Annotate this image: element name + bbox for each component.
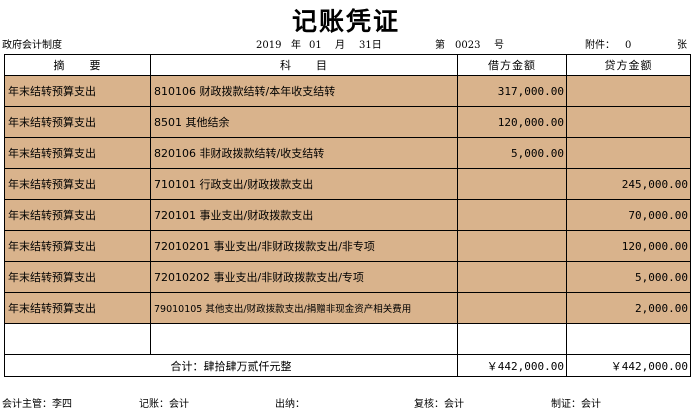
summary-cell-empty[interactable] (4, 323, 151, 355)
voucher-year-unit: 年 (291, 40, 301, 51)
summary-column-header: 摘 要 (4, 54, 151, 76)
credit-cell[interactable] (566, 137, 691, 169)
voucher-day: 31日 (359, 40, 382, 51)
debit-cell[interactable]: 5,000.00 (457, 137, 567, 169)
credit-cell-empty[interactable] (566, 323, 691, 355)
subject-column-header: 科 目 (150, 54, 458, 76)
voucher-month-unit: 月 (335, 40, 345, 51)
credit-cell[interactable]: 245,000.00 (566, 168, 691, 200)
subject-cell-empty[interactable] (150, 323, 458, 355)
voucher-month: 01 (309, 40, 322, 51)
attachment-count: 0 (625, 40, 632, 51)
credit-column-header: 贷方金额 (566, 54, 691, 76)
subject-cell[interactable]: 79010105 其他支出/财政拨款支出/捐赠非现金资产相关费用 (150, 292, 458, 324)
summary-cell[interactable]: 年末结转预算支出 (4, 292, 151, 324)
voucher-number: 0023 (455, 40, 481, 51)
debit-cell[interactable] (457, 199, 567, 231)
subject-cell[interactable]: 820106 非财政拨款结转/收支结转 (150, 137, 458, 169)
debit-column-header: 借方金额 (457, 54, 567, 76)
summary-cell[interactable]: 年末结转预算支出 (4, 261, 151, 293)
debit-cell-empty[interactable] (457, 323, 567, 355)
debit-cell[interactable] (457, 261, 567, 293)
subject-cell[interactable]: 72010201 事业支出/非财政拨款支出/非专项 (150, 230, 458, 262)
table-row-empty (4, 323, 691, 355)
reviewer-signature: 复核：会计 (414, 399, 464, 410)
credit-cell[interactable]: 5,000.00 (566, 261, 691, 293)
summary-cell[interactable]: 年末结转预算支出 (4, 230, 151, 262)
voucher-number-unit: 号 (494, 40, 504, 51)
debit-cell[interactable] (457, 292, 567, 324)
subject-cell[interactable]: 8501 其他结余 (150, 106, 458, 138)
subject-cell[interactable]: 810106 财政拨款结转/本年收支结转 (150, 75, 458, 107)
summary-cell[interactable]: 年末结转预算支出 (4, 75, 151, 107)
subject-cell[interactable]: 720101 事业支出/财政拨款支出 (150, 199, 458, 231)
supervisor-signature: 会计主管：李四 (2, 399, 72, 410)
attachment-label: 附件： (585, 40, 615, 51)
summary-cell[interactable]: 年末结转预算支出 (4, 199, 151, 231)
voucher-table: 摘 要 科 目 借方金额 贷方金额 年末结转预算支出 810106 财政拨款结转… (4, 54, 691, 377)
summary-cell[interactable]: 年末结转预算支出 (4, 168, 151, 200)
voucher-year: 2019 (256, 40, 282, 51)
table-row: 年末结转预算支出 8501 其他结余 120,000.00 (4, 106, 691, 138)
summary-cell[interactable]: 年末结转预算支出 (4, 137, 151, 169)
subject-cell[interactable]: 710101 行政支出/财政拨款支出 (150, 168, 458, 200)
debit-cell[interactable] (457, 168, 567, 200)
table-row: 年末结转预算支出 820106 非财政拨款结转/收支结转 5,000.00 (4, 137, 691, 169)
cashier-signature: 出纳： (275, 399, 305, 410)
credit-cell[interactable]: 2,000.00 (566, 292, 691, 324)
attachment-unit: 张 (677, 40, 687, 51)
maker-signature: 制证：会计 (551, 399, 601, 410)
credit-cell[interactable] (566, 75, 691, 107)
table-row: 年末结转预算支出 810106 财政拨款结转/本年收支结转 317,000.00 (4, 75, 691, 107)
total-credit: ￥442,000.00 (566, 354, 691, 377)
table-header-row: 摘 要 科 目 借方金额 贷方金额 (4, 54, 691, 76)
credit-cell[interactable]: 70,000.00 (566, 199, 691, 231)
summary-cell[interactable]: 年末结转预算支出 (4, 106, 151, 138)
debit-cell[interactable]: 120,000.00 (457, 106, 567, 138)
total-row: 合计：肆拾肆万贰仟元整 ￥442,000.00 ￥442,000.00 (4, 354, 691, 377)
total-debit: ￥442,000.00 (457, 354, 567, 377)
credit-cell[interactable]: 120,000.00 (566, 230, 691, 262)
table-row: 年末结转预算支出 710101 行政支出/财政拨款支出 245,000.00 (4, 168, 691, 200)
total-amount-in-words: 合计：肆拾肆万贰仟元整 (4, 354, 458, 377)
debit-cell[interactable] (457, 230, 567, 262)
debit-cell[interactable]: 317,000.00 (457, 75, 567, 107)
table-row: 年末结转预算支出 72010201 事业支出/非财政拨款支出/非专项 120,0… (4, 230, 691, 262)
bookkeeper-signature: 记账：会计 (139, 399, 189, 410)
subject-cell[interactable]: 72010202 事业支出/非财政拨款支出/专项 (150, 261, 458, 293)
voucher-number-prefix: 第 (435, 40, 445, 51)
voucher-title: 记账凭证 (291, 7, 400, 36)
credit-cell[interactable] (566, 106, 691, 138)
table-row: 年末结转预算支出 79010105 其他支出/财政拨款支出/捐赠非现金资产相关费… (4, 292, 691, 324)
table-row: 年末结转预算支出 72010202 事业支出/非财政拨款支出/专项 5,000.… (4, 261, 691, 293)
accounting-system-label: 政府会计制度 (2, 40, 62, 51)
table-row: 年末结转预算支出 720101 事业支出/财政拨款支出 70,000.00 (4, 199, 691, 231)
